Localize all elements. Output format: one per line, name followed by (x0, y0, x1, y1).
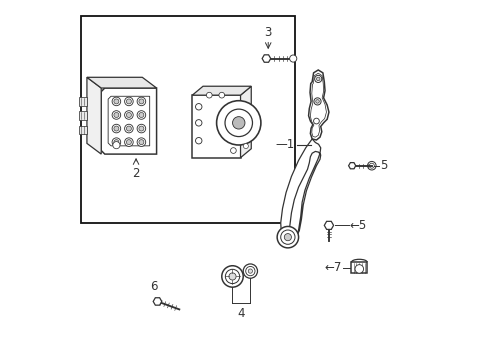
Polygon shape (192, 86, 251, 95)
Text: ←5: ←5 (350, 219, 367, 232)
Bar (351, 262, 367, 273)
Circle shape (112, 124, 121, 133)
Bar (79, 97, 87, 106)
Circle shape (114, 140, 119, 145)
Circle shape (225, 109, 252, 136)
Circle shape (222, 266, 243, 287)
Circle shape (277, 226, 298, 248)
Circle shape (290, 55, 297, 62)
Circle shape (281, 230, 295, 244)
Circle shape (114, 126, 119, 131)
Text: 3: 3 (265, 26, 272, 39)
Polygon shape (262, 55, 270, 62)
Circle shape (124, 124, 133, 133)
Text: 5: 5 (380, 159, 387, 172)
Circle shape (369, 163, 374, 168)
Text: 2: 2 (132, 167, 140, 180)
Circle shape (126, 112, 131, 117)
Circle shape (314, 98, 321, 105)
Polygon shape (108, 96, 149, 146)
Circle shape (217, 101, 261, 145)
Circle shape (219, 92, 224, 98)
Bar (79, 111, 87, 120)
Circle shape (126, 99, 131, 104)
Circle shape (314, 118, 319, 124)
Circle shape (137, 138, 146, 147)
Polygon shape (310, 73, 326, 137)
Circle shape (126, 140, 131, 145)
Circle shape (112, 97, 121, 106)
Circle shape (368, 161, 376, 170)
Circle shape (137, 97, 146, 106)
Circle shape (124, 111, 133, 119)
Circle shape (248, 269, 252, 273)
Circle shape (243, 264, 258, 278)
Circle shape (137, 111, 146, 119)
Circle shape (245, 266, 255, 276)
Circle shape (114, 99, 119, 104)
Polygon shape (153, 298, 162, 305)
Circle shape (113, 141, 120, 149)
Circle shape (137, 124, 146, 133)
Circle shape (124, 97, 133, 106)
Polygon shape (309, 70, 329, 140)
Circle shape (112, 138, 121, 147)
Circle shape (196, 104, 202, 110)
Bar (192, 95, 241, 158)
Bar (81, 16, 295, 223)
Polygon shape (87, 77, 101, 154)
Circle shape (196, 120, 202, 126)
Circle shape (316, 100, 319, 103)
Circle shape (114, 112, 119, 117)
Text: ←7: ←7 (325, 261, 342, 274)
Text: —1: —1 (276, 139, 295, 152)
Circle shape (139, 112, 144, 117)
Circle shape (355, 265, 364, 273)
Circle shape (206, 92, 212, 98)
Bar (79, 126, 87, 134)
Polygon shape (348, 163, 356, 169)
Circle shape (233, 117, 245, 129)
Circle shape (112, 111, 121, 119)
Circle shape (284, 234, 292, 241)
Circle shape (229, 273, 236, 280)
Circle shape (139, 126, 144, 131)
Circle shape (196, 138, 202, 144)
Polygon shape (281, 139, 321, 242)
Polygon shape (241, 86, 251, 158)
Circle shape (126, 126, 131, 131)
Circle shape (124, 138, 133, 147)
Circle shape (139, 99, 144, 104)
Circle shape (315, 75, 322, 82)
Circle shape (139, 140, 144, 145)
Circle shape (225, 269, 240, 284)
Polygon shape (87, 77, 157, 88)
Text: 4: 4 (238, 307, 245, 320)
Polygon shape (101, 88, 157, 154)
Circle shape (317, 77, 320, 81)
Circle shape (244, 144, 248, 149)
Text: 6: 6 (150, 279, 158, 293)
Circle shape (230, 148, 236, 153)
Polygon shape (324, 221, 334, 229)
